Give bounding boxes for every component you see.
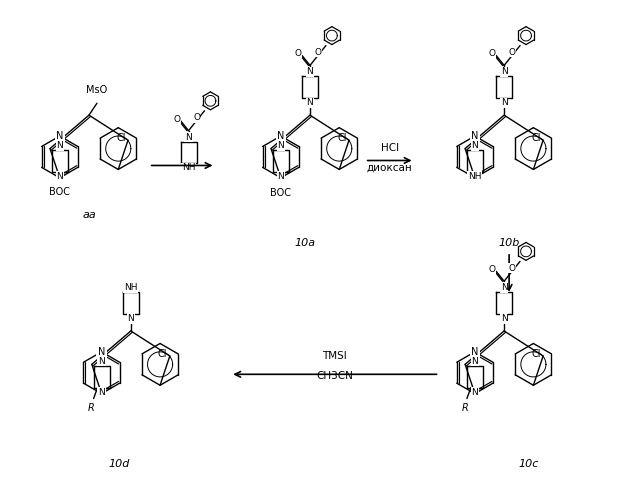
- Text: диоксан: диоксан: [367, 162, 412, 172]
- Text: O: O: [314, 48, 321, 57]
- Text: Cl: Cl: [158, 349, 167, 359]
- Text: HCl: HCl: [381, 142, 399, 152]
- Text: N: N: [501, 98, 508, 107]
- Text: O: O: [173, 115, 180, 124]
- Text: TMSI: TMSI: [322, 352, 347, 362]
- Text: N: N: [501, 68, 508, 76]
- Text: N: N: [56, 141, 63, 150]
- Text: R: R: [462, 402, 469, 412]
- Text: N: N: [277, 172, 284, 181]
- Text: N: N: [185, 132, 192, 141]
- Text: O: O: [193, 113, 200, 122]
- Text: NH: NH: [182, 164, 196, 172]
- Text: N: N: [277, 141, 284, 150]
- Text: N: N: [98, 357, 105, 366]
- Text: N: N: [98, 388, 105, 396]
- Text: O: O: [509, 48, 516, 57]
- Text: CH3CN: CH3CN: [316, 372, 353, 382]
- Text: 10d: 10d: [108, 459, 129, 469]
- Text: Cl: Cl: [531, 133, 541, 143]
- Text: 10b: 10b: [498, 238, 520, 248]
- Text: MsO: MsO: [86, 86, 108, 96]
- Text: O: O: [295, 49, 301, 58]
- Text: R: R: [88, 402, 95, 412]
- Text: N: N: [501, 314, 508, 323]
- Text: Cl: Cl: [116, 133, 126, 143]
- Text: NH: NH: [124, 283, 137, 292]
- Text: N: N: [471, 347, 478, 357]
- Text: O: O: [488, 49, 496, 58]
- Text: N: N: [471, 131, 478, 141]
- Text: N: N: [472, 357, 478, 366]
- Text: BOC: BOC: [50, 187, 70, 197]
- Text: N: N: [501, 283, 508, 292]
- Text: N: N: [306, 98, 313, 107]
- Text: NH: NH: [468, 172, 482, 181]
- Text: Cl: Cl: [337, 133, 347, 143]
- Text: N: N: [56, 131, 63, 141]
- Text: 10a: 10a: [295, 238, 316, 248]
- Text: N: N: [472, 388, 478, 396]
- Text: Cl: Cl: [531, 349, 541, 359]
- Text: N: N: [98, 347, 105, 357]
- Text: N: N: [277, 131, 284, 141]
- Text: O: O: [488, 265, 496, 274]
- Text: N: N: [128, 314, 134, 323]
- Text: O: O: [509, 264, 516, 273]
- Text: BOC: BOC: [271, 188, 291, 198]
- Text: N: N: [306, 68, 313, 76]
- Text: aa: aa: [82, 210, 96, 220]
- Text: N: N: [56, 172, 63, 181]
- Text: N: N: [472, 141, 478, 150]
- Text: 10c: 10c: [519, 459, 539, 469]
